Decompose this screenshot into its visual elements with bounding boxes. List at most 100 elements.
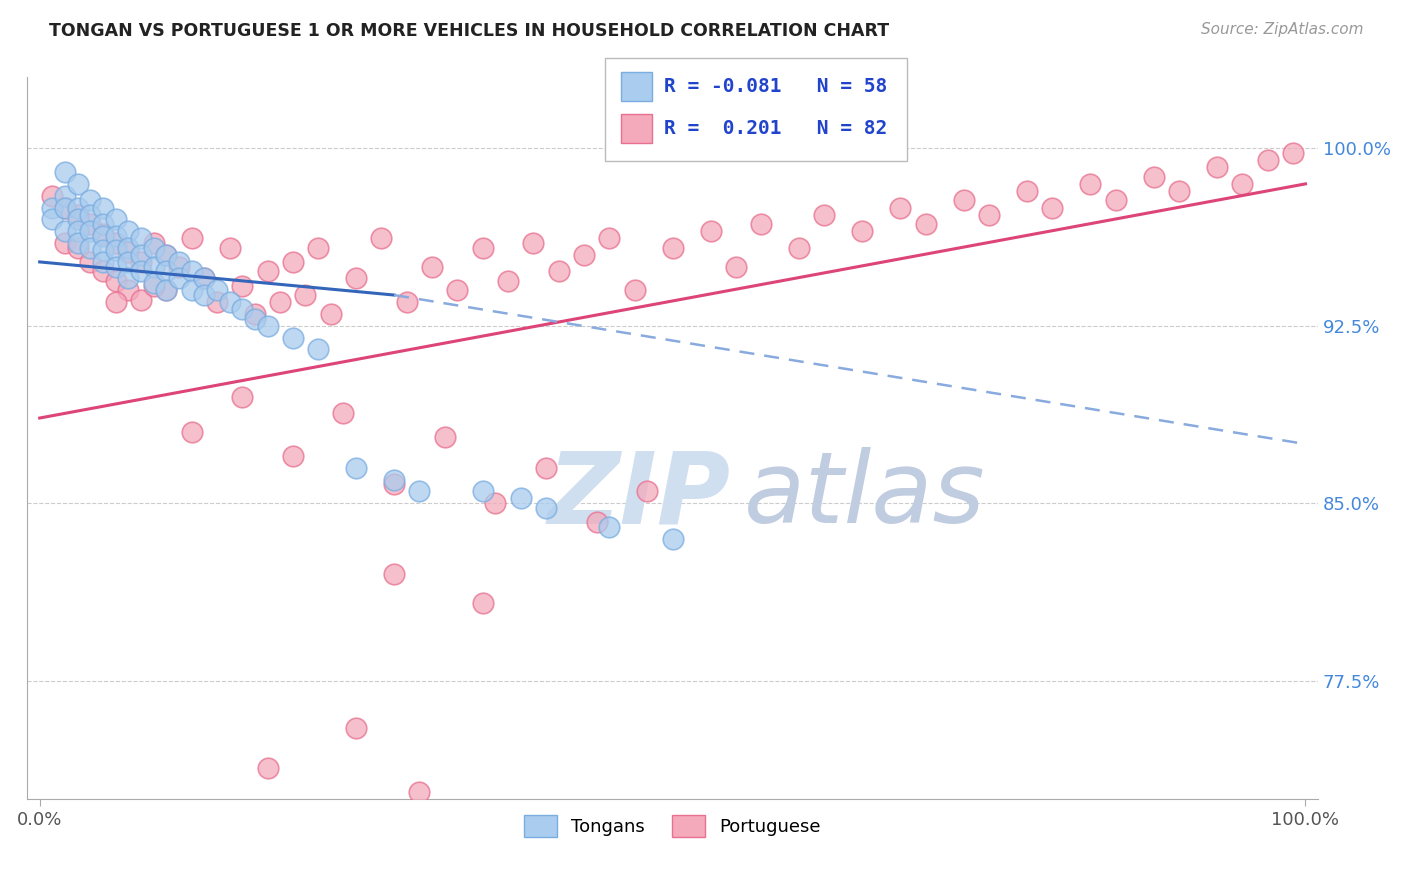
- Point: [66, 224, 89, 238]
- Point: [193, 271, 215, 285]
- Point: [53, 201, 76, 215]
- Point: [344, 460, 367, 475]
- Point: [79, 217, 101, 231]
- Point: [598, 520, 620, 534]
- Point: [66, 241, 89, 255]
- Point: [231, 390, 253, 404]
- Point: [117, 241, 139, 255]
- Point: [155, 248, 177, 262]
- Point: [446, 283, 468, 297]
- Point: [117, 224, 139, 238]
- Point: [91, 228, 114, 243]
- Point: [129, 255, 152, 269]
- Point: [281, 255, 304, 269]
- Point: [598, 231, 620, 245]
- Point: [129, 293, 152, 307]
- Point: [1256, 153, 1278, 168]
- Point: [104, 295, 127, 310]
- Point: [294, 288, 316, 302]
- Point: [243, 311, 266, 326]
- Point: [41, 188, 63, 202]
- Point: [91, 255, 114, 269]
- Point: [142, 241, 165, 255]
- Point: [129, 264, 152, 278]
- Point: [420, 260, 443, 274]
- Point: [41, 201, 63, 215]
- Point: [1078, 177, 1101, 191]
- Point: [142, 235, 165, 250]
- Point: [167, 260, 190, 274]
- Point: [433, 430, 456, 444]
- Point: [522, 235, 544, 250]
- Text: R = -0.081   N = 58: R = -0.081 N = 58: [664, 77, 887, 96]
- Point: [117, 283, 139, 297]
- Point: [889, 201, 911, 215]
- Point: [636, 484, 658, 499]
- Point: [1205, 161, 1227, 175]
- Point: [307, 241, 329, 255]
- Point: [205, 295, 228, 310]
- Point: [699, 224, 721, 238]
- Point: [1015, 184, 1038, 198]
- Point: [104, 228, 127, 243]
- Point: [53, 235, 76, 250]
- Point: [117, 255, 139, 269]
- Point: [1142, 169, 1164, 184]
- Point: [53, 165, 76, 179]
- Point: [53, 224, 76, 238]
- Point: [914, 217, 936, 231]
- Point: [167, 255, 190, 269]
- Point: [382, 473, 405, 487]
- Point: [66, 212, 89, 227]
- Point: [952, 194, 974, 208]
- Point: [724, 260, 747, 274]
- Point: [218, 241, 240, 255]
- Point: [534, 500, 557, 515]
- Point: [129, 231, 152, 245]
- Point: [547, 264, 569, 278]
- Point: [572, 248, 595, 262]
- Point: [91, 264, 114, 278]
- Point: [661, 241, 683, 255]
- Point: [180, 425, 202, 440]
- Point: [53, 201, 76, 215]
- Point: [484, 496, 506, 510]
- Point: [79, 194, 101, 208]
- Point: [193, 271, 215, 285]
- Point: [408, 785, 430, 799]
- Point: [1230, 177, 1253, 191]
- Point: [66, 208, 89, 222]
- Text: TONGAN VS PORTUGUESE 1 OR MORE VEHICLES IN HOUSEHOLD CORRELATION CHART: TONGAN VS PORTUGUESE 1 OR MORE VEHICLES …: [49, 22, 890, 40]
- Point: [231, 302, 253, 317]
- Point: [117, 245, 139, 260]
- Point: [79, 224, 101, 238]
- Point: [382, 477, 405, 491]
- Point: [408, 484, 430, 499]
- Point: [142, 277, 165, 291]
- Point: [167, 271, 190, 285]
- Point: [91, 201, 114, 215]
- Point: [370, 231, 392, 245]
- Point: [104, 274, 127, 288]
- Point: [155, 283, 177, 297]
- Point: [256, 318, 278, 333]
- Point: [471, 595, 494, 609]
- Point: [382, 567, 405, 582]
- Point: [104, 260, 127, 274]
- Point: [1167, 184, 1189, 198]
- Point: [91, 217, 114, 231]
- Point: [281, 330, 304, 344]
- Point: [344, 721, 367, 735]
- Point: [661, 532, 683, 546]
- Point: [1040, 201, 1063, 215]
- Point: [281, 449, 304, 463]
- Point: [471, 484, 494, 499]
- Point: [155, 283, 177, 297]
- Point: [66, 177, 89, 191]
- Point: [79, 241, 101, 255]
- Point: [180, 264, 202, 278]
- Point: [977, 208, 1000, 222]
- Point: [787, 241, 810, 255]
- Point: [307, 343, 329, 357]
- Point: [1104, 194, 1126, 208]
